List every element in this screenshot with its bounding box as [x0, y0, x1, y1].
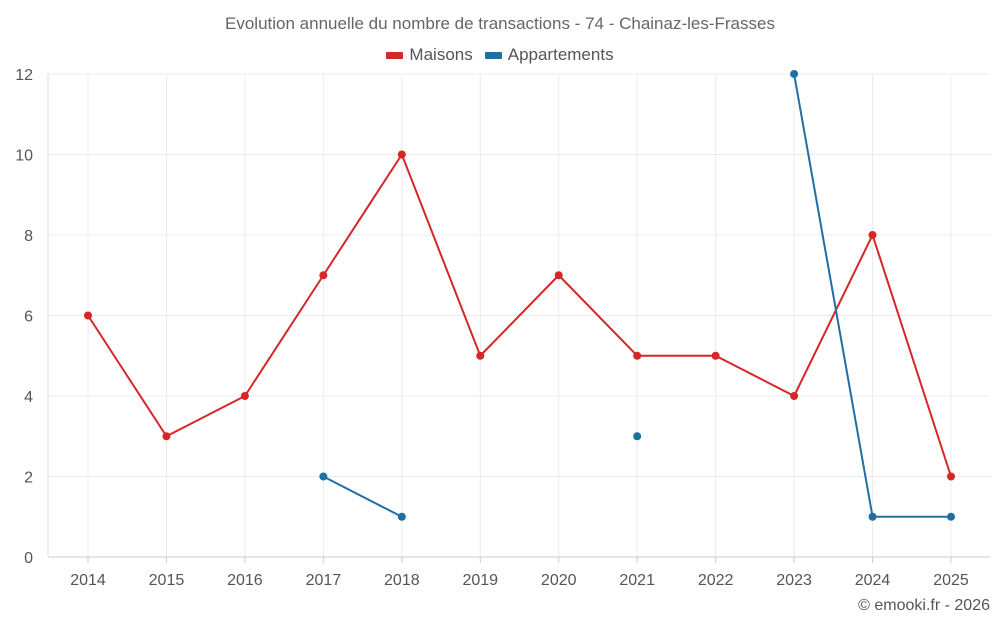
x-tick-label: 2023: [776, 572, 812, 589]
x-tick-label: 2022: [698, 572, 734, 589]
x-tick-label: 2019: [462, 572, 498, 589]
x-tick-label: 2018: [384, 572, 420, 589]
data-point-maisons: [868, 231, 877, 239]
data-point-appartements: [397, 512, 406, 521]
x-tick-label: 2015: [149, 572, 185, 589]
y-tick-label: 6: [24, 309, 33, 326]
y-tick-label: 4: [24, 389, 33, 406]
data-point-maisons: [240, 392, 249, 400]
data-point-maisons: [476, 351, 485, 360]
data-point-appartements: [868, 512, 877, 521]
series-line-maisons: [87, 153, 952, 477]
x-tick-label: 2024: [855, 572, 891, 589]
chart-legend: Maisons Appartements: [0, 45, 1000, 65]
y-tick-label: 0: [24, 550, 33, 567]
data-point-maisons: [711, 351, 720, 360]
legend-swatch-maisons: [386, 51, 404, 59]
data-point-appartements: [790, 70, 799, 78]
legend-item-appartements[interactable]: Appartements: [484, 45, 614, 65]
axis-layer: 0 2 4 6 8 10 12 2014 2015 2016 2017 2018 2019 2020 202…: [15, 67, 990, 589]
chart-title: Evolution annuelle du nombre de transact…: [225, 14, 775, 33]
data-point-maisons: [947, 472, 955, 481]
credit-text: © emooki.fr - 2026: [858, 597, 990, 614]
data-point-appartements: [633, 432, 642, 441]
data-point-appartements: [319, 472, 328, 481]
x-tick-label: 2016: [227, 572, 263, 589]
data-point-maisons: [162, 432, 171, 441]
series-layer: [84, 70, 955, 521]
series-line-appartements: [322, 475, 403, 518]
y-tick-label: 2: [24, 470, 33, 487]
y-tick-label: 10: [15, 148, 33, 165]
data-point-appartements: [947, 512, 955, 521]
x-tick-label: 2020: [541, 572, 577, 589]
legend-label-maisons: Maisons: [409, 45, 473, 64]
x-tick-label: 2017: [306, 572, 342, 589]
grid-layer: [48, 73, 990, 557]
data-point-maisons: [84, 311, 92, 320]
y-tick-label: 8: [24, 228, 33, 245]
legend-swatch-appartements: [484, 51, 502, 59]
y-tick-label: 12: [15, 67, 33, 84]
data-point-maisons: [554, 271, 563, 280]
legend-item-maisons[interactable]: Maisons: [386, 45, 473, 65]
data-point-maisons: [790, 392, 799, 400]
legend-label-appartements: Appartements: [507, 45, 614, 64]
data-point-maisons: [633, 351, 642, 360]
x-tick-label: 2014: [70, 572, 106, 589]
x-tick-label: 2025: [933, 572, 969, 589]
x-tick-label: 2021: [619, 572, 655, 589]
data-point-maisons: [319, 271, 328, 280]
data-point-maisons: [397, 150, 406, 159]
